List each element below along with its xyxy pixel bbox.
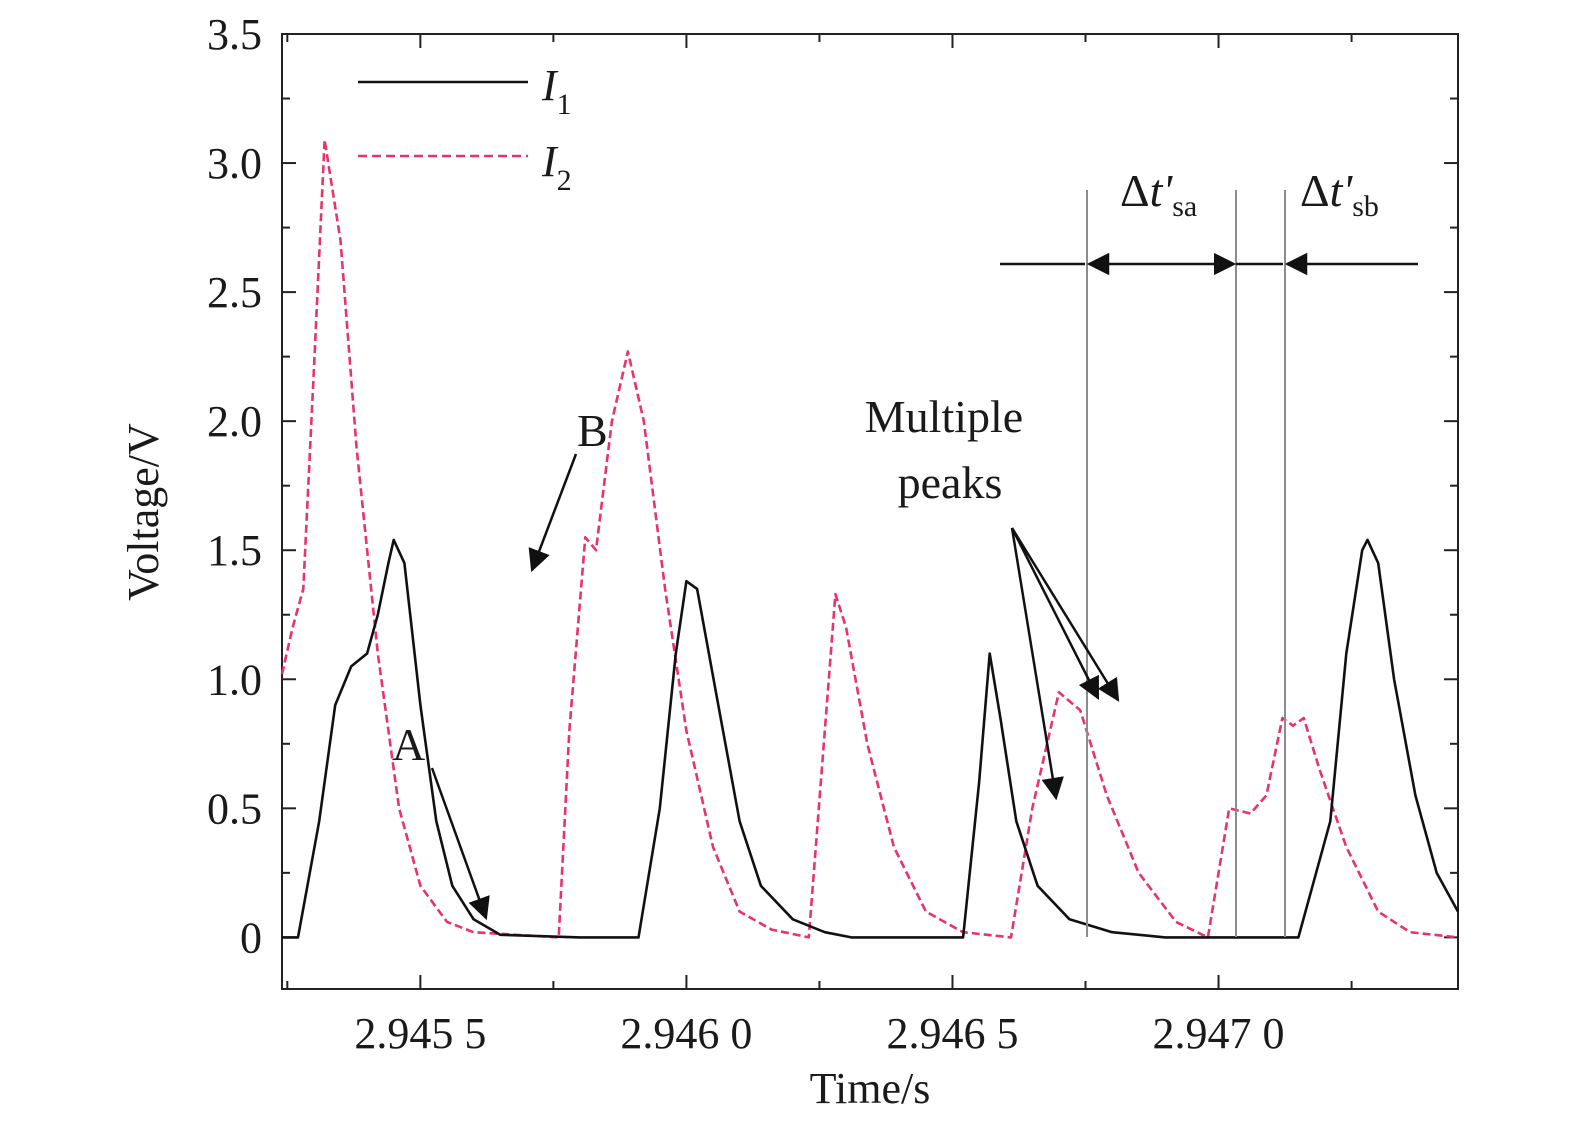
y-tick-label: 0.5 (207, 784, 262, 833)
multiple-peaks-label-line1: Multiple (865, 391, 1023, 442)
series-line-i2 (280, 138, 1459, 939)
annotation-b-label: B (577, 405, 608, 456)
multiple-peaks-arrow-3 (1010, 527, 1120, 702)
annotation-a-label: A (392, 719, 425, 770)
y-axis: 0 0.5 1.0 1.5 2.0 2.5 3.0 3.5 (207, 10, 1458, 962)
multiple-peaks-arrow-1 (1010, 527, 1064, 801)
y-tick-label: 1.5 (207, 526, 262, 575)
legend-label-i1: I1 (541, 61, 572, 121)
annotation-a-arrow (430, 767, 490, 921)
x-tick-label: 2.945 5 (354, 1009, 486, 1058)
multiple-peaks-arrow-2 (1010, 527, 1100, 701)
series-layer (280, 138, 1460, 939)
delta-sa-label: Δt'sa (1120, 165, 1197, 223)
x-axis: 2.945 5 2.946 0 2.946 5 2.947 0 (286, 34, 1353, 1058)
delta-sb-label: Δt'sb (1300, 165, 1379, 223)
x-tick-label: 2.946 0 (620, 1009, 752, 1058)
multiple-peaks-label-line2: peaks (898, 457, 1003, 508)
legend-label-i2: I2 (541, 137, 572, 197)
legend-label-i1-sub: 1 (557, 88, 572, 121)
multiple-peaks-arrows (1010, 527, 1120, 801)
time-markers (1086, 190, 1286, 937)
delta-sa-var: t' (1150, 165, 1174, 216)
delta-sb-sub: sb (1352, 190, 1379, 223)
y-tick-label: 2.5 (207, 268, 262, 317)
y-tick-label: 3.5 (207, 10, 262, 59)
plot-frame (281, 33, 1459, 990)
legend: I1 I2 (358, 61, 572, 197)
y-tick-label: 0 (240, 913, 262, 962)
legend-label-i1-main: I (541, 61, 559, 110)
legend-label-i2-main: I (541, 137, 559, 186)
delta-sa-symbol: Δ (1120, 165, 1150, 216)
x-tick-label: 2.947 0 (1153, 1009, 1285, 1058)
legend-label-i2-sub: 2 (557, 164, 572, 197)
y-tick-label: 3.0 (207, 139, 262, 188)
series-line-i1 (282, 538, 1460, 939)
x-axis-title: Time/s (810, 1064, 931, 1113)
annotation-b-arrow (528, 453, 578, 573)
delta-sb-var: t' (1330, 165, 1354, 216)
delta-sb-symbol: Δ (1300, 165, 1330, 216)
delta-sa-sub: sa (1172, 190, 1197, 223)
y-axis-title: Voltage/V (119, 423, 168, 601)
x-tick-label: 2.946 5 (886, 1009, 1018, 1058)
y-tick-label: 2.0 (207, 397, 262, 446)
y-tick-label: 1.0 (207, 655, 262, 704)
